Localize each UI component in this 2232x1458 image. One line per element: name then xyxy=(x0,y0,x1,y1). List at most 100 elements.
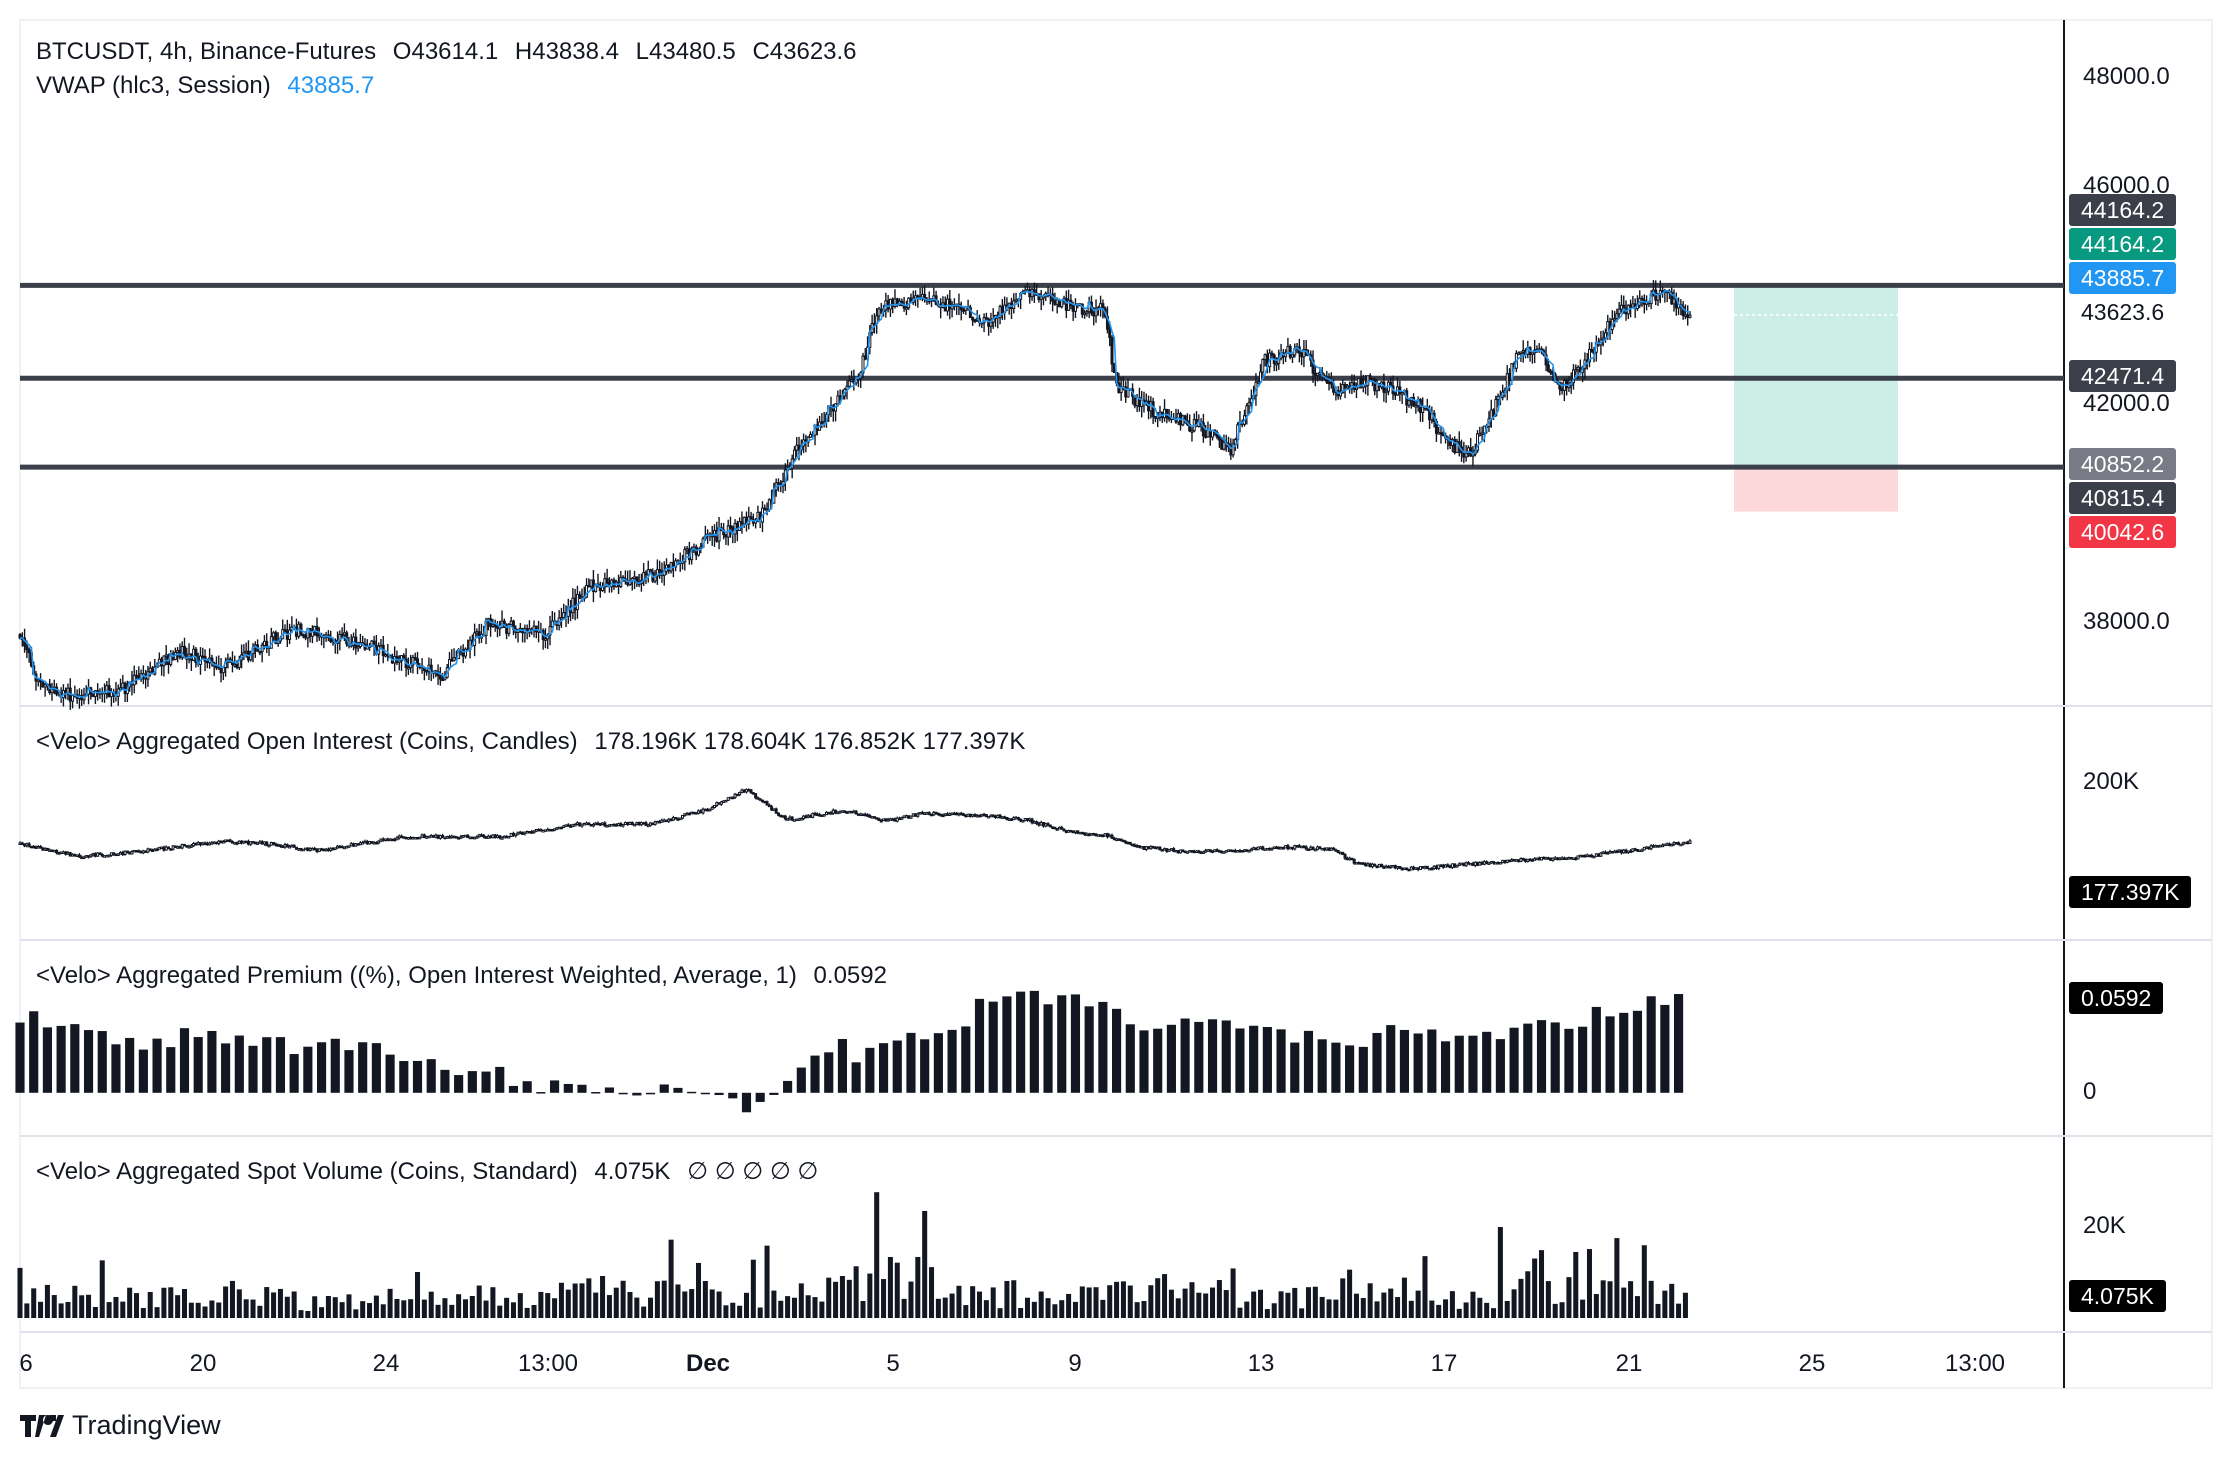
oi-candle xyxy=(1014,815,1018,820)
price-candle xyxy=(1631,296,1635,309)
oi-candle xyxy=(1686,840,1690,845)
oi-candle xyxy=(473,836,477,840)
vwap-legend[interactable]: VWAP (hlc3, Session) 43885.7 xyxy=(36,74,384,98)
volume-legend[interactable]: <Velo> Aggregated Spot Volume (Coins, St… xyxy=(36,1160,828,1184)
price-candle xyxy=(1009,297,1013,319)
oi-candle xyxy=(708,808,712,812)
price-candle xyxy=(1645,295,1649,311)
premium-bar xyxy=(878,1043,889,1093)
premium-bar xyxy=(1180,1018,1190,1093)
oi-candle xyxy=(146,847,150,854)
oi-candle xyxy=(68,851,72,857)
oi-candle xyxy=(365,839,369,845)
oi-candle xyxy=(272,842,276,846)
oi-candle xyxy=(1535,857,1539,861)
oi-candle xyxy=(626,821,630,826)
price-candle xyxy=(1160,411,1164,423)
price-candle xyxy=(1389,376,1393,387)
premium-bar xyxy=(29,1011,39,1093)
oi-candle xyxy=(1071,830,1075,834)
oi-candle xyxy=(1674,841,1678,845)
oi-candle xyxy=(112,852,116,856)
oi-candle xyxy=(1311,846,1315,851)
volume-bar xyxy=(38,1301,44,1318)
oi-candle xyxy=(1345,856,1349,861)
oi-candle xyxy=(1466,861,1470,865)
price-candle xyxy=(1382,373,1386,402)
volume-bar xyxy=(1216,1280,1222,1318)
oi-candle xyxy=(1549,857,1553,861)
price-tag-vwap: 43885.7 xyxy=(2069,262,2177,294)
oi-candle xyxy=(1558,857,1562,861)
price-candle xyxy=(1560,382,1564,395)
oi-candle xyxy=(1115,837,1119,842)
volume-bar xyxy=(1223,1290,1229,1318)
price-tick: 38000.0 xyxy=(2083,608,2170,635)
price-candle xyxy=(1153,415,1157,423)
volume-bar xyxy=(51,1295,57,1318)
brand-name: TradingView xyxy=(72,1410,221,1440)
volume-bar xyxy=(127,1287,133,1318)
tradingview-logo[interactable]: TradingView xyxy=(20,1410,221,1441)
oi-candle xyxy=(1252,846,1256,850)
oi-candle xyxy=(939,813,943,817)
oi-candle xyxy=(39,845,43,849)
volume-bar xyxy=(58,1303,64,1318)
oi-candle xyxy=(1414,867,1418,870)
oi-legend[interactable]: <Velo> Aggregated Open Interest (Coins, … xyxy=(36,730,1035,754)
volume-bar xyxy=(1155,1278,1161,1318)
price-candle xyxy=(1352,374,1356,393)
volume-bar xyxy=(1045,1298,1051,1318)
oi-candle xyxy=(484,835,488,839)
volume-bar xyxy=(353,1309,359,1318)
oi-candle xyxy=(744,788,748,794)
volume-bar xyxy=(983,1300,989,1318)
oi-candle xyxy=(1421,866,1425,869)
oi-candle xyxy=(1197,849,1201,854)
volume-bar xyxy=(284,1296,290,1318)
symbol-label[interactable]: BTCUSDT, 4h, Binance-Futures xyxy=(36,38,377,65)
oi-candle xyxy=(904,814,908,818)
volume-bar xyxy=(312,1296,318,1318)
oi-candle xyxy=(651,822,655,826)
oi-candle xyxy=(379,838,383,843)
oi-candle xyxy=(278,844,282,848)
oi-candle xyxy=(861,813,865,817)
oi-candle xyxy=(669,818,673,822)
oi-candle xyxy=(1514,859,1518,862)
volume-bar xyxy=(1004,1280,1010,1318)
premium-legend[interactable]: <Velo> Aggregated Premium ((%), Open Int… xyxy=(36,964,897,988)
volume-bar xyxy=(764,1245,770,1318)
oi-candle xyxy=(1533,857,1537,861)
volume-bar xyxy=(1175,1298,1181,1318)
premium-bar xyxy=(358,1042,368,1093)
premium-bar xyxy=(1523,1023,1533,1093)
oi-candle xyxy=(502,835,506,839)
price-candle xyxy=(1350,374,1354,395)
oi-candle xyxy=(169,848,173,851)
price-candle xyxy=(1501,384,1505,401)
volume-bar xyxy=(956,1285,962,1318)
oi-candle xyxy=(685,812,689,816)
price-candle xyxy=(886,295,890,313)
volume-bar xyxy=(552,1298,558,1318)
oi-candle xyxy=(1555,857,1559,861)
price-candle xyxy=(1316,372,1320,382)
premium-bar xyxy=(248,1045,258,1093)
price-candle xyxy=(1455,438,1459,453)
volume-bar xyxy=(1614,1238,1620,1318)
oi-candle xyxy=(772,808,776,811)
price-candle xyxy=(1530,350,1534,364)
price-candle xyxy=(452,648,456,662)
oi-candle xyxy=(468,836,472,840)
oi-candle xyxy=(157,846,161,850)
volume-bar xyxy=(970,1286,976,1318)
tradingview-logo-icon xyxy=(20,1414,64,1437)
oi-candle xyxy=(93,852,97,858)
price-candle xyxy=(477,623,481,644)
price-candle xyxy=(1345,383,1349,389)
price-candle xyxy=(1179,411,1183,431)
volume-tag: 4.075K xyxy=(2069,1280,2166,1312)
price-candle xyxy=(1023,285,1027,295)
